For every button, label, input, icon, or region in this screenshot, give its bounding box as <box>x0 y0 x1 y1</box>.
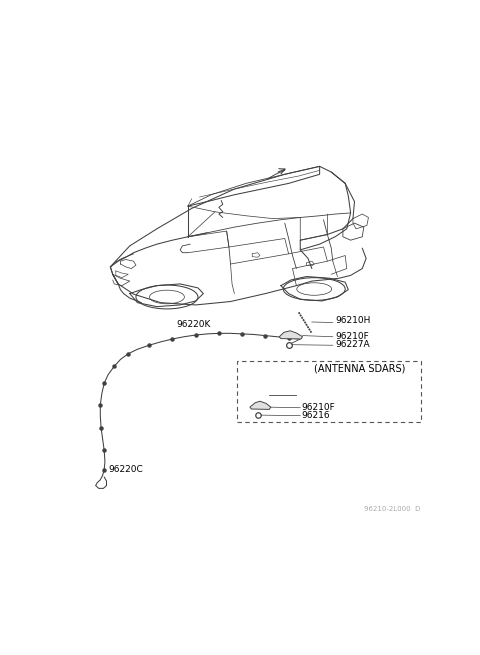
Text: 96210F: 96210F <box>335 331 369 341</box>
Text: 96210F: 96210F <box>302 403 336 411</box>
Text: (ANTENNA SDARS): (ANTENNA SDARS) <box>314 364 406 373</box>
Text: 96210-2L000  D: 96210-2L000 D <box>364 506 421 512</box>
Text: 96220C: 96220C <box>108 465 143 474</box>
Polygon shape <box>279 331 302 339</box>
Text: 96216: 96216 <box>302 411 330 420</box>
Bar <box>237 361 421 422</box>
Text: 96220K: 96220K <box>176 320 211 329</box>
Text: 96210H: 96210H <box>335 316 371 326</box>
Polygon shape <box>250 402 271 409</box>
Text: 96227A: 96227A <box>335 340 370 349</box>
